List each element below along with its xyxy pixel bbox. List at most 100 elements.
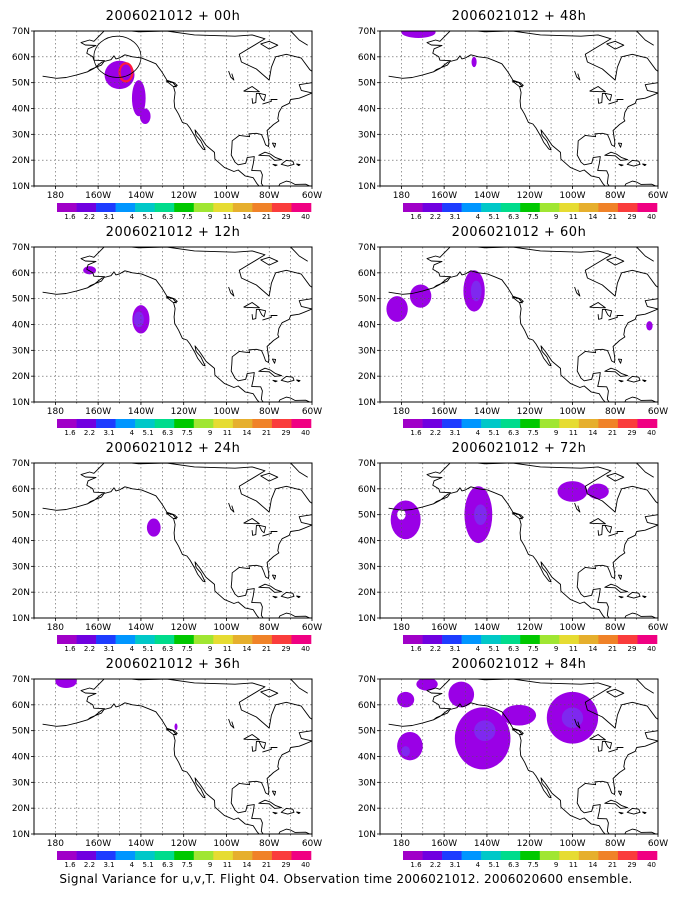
colorbar: 1.6 2.2 3.1 4 5.1 6.3 7.5 9 11 14 21 29 40: [403, 851, 658, 869]
y-tick-label: 20N: [358, 804, 376, 814]
colorbar-label: 5.1: [489, 645, 500, 653]
x-tick-label: 180: [47, 191, 64, 201]
colorbar-swatch: [174, 635, 195, 644]
colorbar-swatch: [96, 419, 116, 428]
colorbar-label: 14: [588, 645, 597, 653]
x-tick-label: 60W: [648, 407, 668, 417]
coastline-cuba: [258, 367, 283, 377]
colorbar-label: 14: [242, 213, 251, 221]
colorbar-label: 6.3: [508, 429, 519, 437]
coastline-baffin: [290, 463, 308, 478]
coastline-lakes3: [262, 747, 278, 753]
colorbar-label: 2.2: [430, 861, 441, 869]
y-tick-label: 20N: [12, 588, 30, 598]
x-tick-label: 120W: [517, 191, 543, 201]
y-tick-label: 10N: [12, 398, 30, 408]
coastline-jam: [618, 379, 624, 383]
colorbar-swatch: [422, 851, 443, 860]
colorbar-label: 1.6: [64, 645, 76, 653]
y-tick-label: 70N: [12, 675, 30, 685]
coastline-hisp: [626, 807, 641, 815]
x-tick-label: 120W: [171, 407, 197, 417]
colorbar-label: 4: [476, 213, 481, 221]
graticule: [380, 31, 658, 186]
colorbar: 1.6 2.2 3.1 4 5.1 6.3 7.5 9 11 14 21 29 40: [57, 635, 312, 653]
colorbar-swatch: [115, 851, 136, 860]
coastline-winn: [574, 718, 581, 729]
colorbar-swatch: [617, 419, 638, 428]
colorbar-swatch: [461, 203, 482, 212]
panel-title: 2006021012 + 60h: [451, 225, 587, 240]
y-tick-label: 50N: [358, 511, 376, 521]
colorbar-label: 40: [647, 861, 656, 869]
map-panel: 2006021012 + 48h 180 160W 140W 120W 100W 80W 60…: [346, 0, 692, 221]
y-tick-label: 10N: [12, 182, 30, 192]
colorbar-swatch: [135, 419, 155, 428]
map-panel: 2006021012 + 60h 180 160W 140W 120W 100W 80W 60…: [346, 216, 692, 437]
coastlines: [388, 247, 674, 402]
colorbar-label: 7.5: [182, 645, 193, 653]
coastline-aleut: [42, 287, 88, 295]
colorbar-swatch: [481, 203, 501, 212]
y-tick-label: 20N: [12, 372, 30, 382]
y-tick-label: 40N: [12, 105, 30, 115]
graticule: [380, 679, 658, 834]
x-tick-label: 100W: [559, 623, 585, 633]
colorbar-label: 7.5: [528, 213, 539, 221]
x-tick-label: 180: [393, 623, 410, 633]
map-area: [380, 31, 658, 186]
colorbar-label: 6.3: [508, 213, 519, 221]
y-tick-label: 60N: [358, 53, 376, 63]
colorbar-label: 40: [647, 429, 656, 437]
coastline-aleut: [388, 503, 434, 511]
colorbar-label: 1.6: [410, 213, 422, 221]
coastline-lakes3: [262, 531, 278, 537]
colorbar-swatch: [539, 851, 560, 860]
coastline-nfld: [314, 79, 328, 92]
variance-core: [401, 746, 410, 757]
colorbar-label: 4: [130, 429, 135, 437]
colorbar-swatch: [193, 635, 214, 644]
coastline-nfld: [660, 295, 674, 308]
coastline-baffin: [636, 247, 654, 262]
coastline-lakes3: [608, 99, 624, 105]
y-tick-label: 40N: [358, 105, 376, 115]
colorbar-swatch: [76, 635, 97, 644]
colorbar-label: 40: [647, 213, 656, 221]
coastline-nfld: [314, 727, 328, 740]
variance-region: [174, 723, 178, 731]
coastline-na: [426, 247, 658, 402]
colorbar-label: 40: [301, 429, 310, 437]
colorbar-label: 14: [588, 861, 597, 869]
coastline-pr: [642, 811, 647, 815]
variance-core: [133, 311, 144, 328]
x-tick-label: 60W: [648, 191, 668, 201]
colorbar-label: 40: [301, 213, 310, 221]
variance-region: [83, 266, 97, 275]
colorbar-swatch: [539, 419, 560, 428]
coastline-lakes2: [251, 308, 267, 320]
y-tick-label: 20N: [358, 372, 376, 382]
variance-core: [470, 280, 482, 302]
colorbar-swatch: [154, 851, 175, 860]
x-tick-label: 80W: [605, 191, 625, 201]
colorbar-label: 3.1: [449, 645, 460, 653]
colorbar-swatch: [193, 203, 214, 212]
colorbar-label: 29: [628, 213, 637, 221]
colorbar-label: 21: [262, 645, 271, 653]
x-tick-label: 100W: [213, 191, 239, 201]
colorbar-swatch: [232, 635, 253, 644]
coastline-winn: [574, 502, 581, 513]
y-tick-label: 70N: [12, 243, 30, 253]
coastline-baffin: [290, 679, 308, 694]
colorbar-swatch: [461, 851, 482, 860]
colorbar: 1.6 2.2 3.1 4 5.1 6.3 7.5 9 11 14 21 29 40: [57, 851, 312, 869]
colorbar-label: 9: [554, 645, 558, 653]
coastline-jam: [618, 811, 624, 815]
coastline-hudsonIsl: [606, 688, 625, 698]
colorbar-label: 6.3: [508, 645, 519, 653]
coastlines: [388, 463, 658, 618]
x-tick-label: 60W: [648, 839, 668, 849]
colorbar-label: 5.1: [489, 429, 500, 437]
coastline-aleut: [42, 503, 88, 511]
